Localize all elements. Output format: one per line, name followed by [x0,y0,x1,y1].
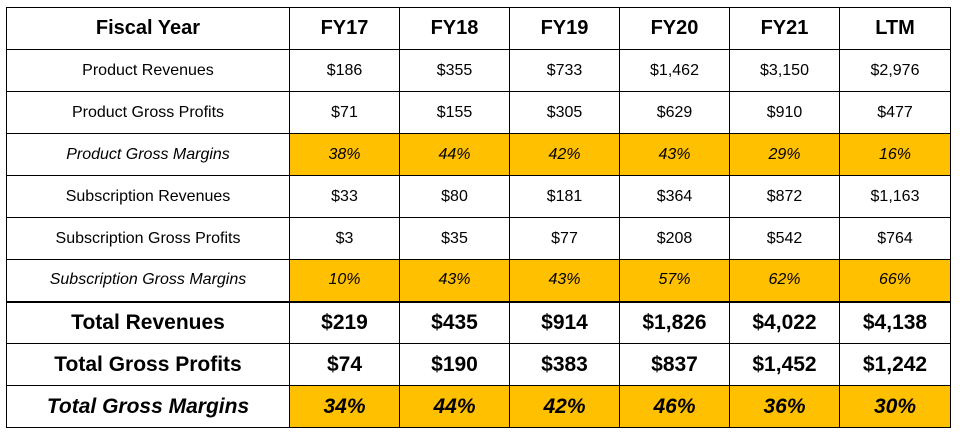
cell-value: $1,163 [839,175,951,218]
cell-highlight-value: 30% [839,385,951,428]
cell-highlight-value: 16% [839,133,951,176]
cell-value: $219 [289,300,400,344]
header-year-fy18: FY18 [399,7,510,50]
row-product-revenues: Product Revenues $186 $355 $733 $1,462 $… [6,49,951,92]
row-label: Product Gross Margins [6,133,290,176]
cell-value: $355 [399,49,510,92]
cell-value: $1,242 [839,343,951,386]
cell-value: $837 [619,343,730,386]
row-label: Total Gross Profits [6,343,290,386]
cell-value: $542 [729,217,840,260]
cell-highlight-value: 38% [289,133,400,176]
cell-value: $910 [729,91,840,134]
cell-value: $35 [399,217,510,260]
cell-highlight-value: 43% [619,133,730,176]
cell-highlight-value: 44% [399,385,510,428]
row-product-gross-margins: Product Gross Margins 38% 44% 42% 43% 29… [6,133,951,176]
cell-value: $733 [509,49,620,92]
cell-highlight-value: 57% [619,259,730,302]
cell-highlight-value: 34% [289,385,400,428]
cell-highlight-value: 43% [509,259,620,302]
row-product-gross-profits: Product Gross Profits $71 $155 $305 $629… [6,91,951,134]
header-row: Fiscal Year FY17 FY18 FY19 FY20 FY21 LTM [6,7,951,50]
header-year-fy19: FY19 [509,7,620,50]
cell-value: $435 [399,300,510,344]
cell-value: $181 [509,175,620,218]
cell-highlight-value: 46% [619,385,730,428]
header-year-fy17: FY17 [289,7,400,50]
cell-value: $80 [399,175,510,218]
cell-highlight-value: 42% [509,133,620,176]
cell-highlight-value: 42% [509,385,620,428]
cell-highlight-value: 10% [289,259,400,302]
cell-value: $77 [509,217,620,260]
cell-highlight-value: 29% [729,133,840,176]
cell-value: $4,022 [729,300,840,344]
header-year-fy21: FY21 [729,7,840,50]
row-total-gross-margins: Total Gross Margins 34% 44% 42% 46% 36% … [6,385,951,428]
cell-value: $190 [399,343,510,386]
cell-value: $71 [289,91,400,134]
cell-value: $1,452 [729,343,840,386]
cell-value: $74 [289,343,400,386]
cell-value: $872 [729,175,840,218]
cell-value: $33 [289,175,400,218]
row-label: Product Revenues [6,49,290,92]
cell-value: $1,462 [619,49,730,92]
cell-value: $629 [619,91,730,134]
cell-value: $1,826 [619,300,730,344]
cell-value: $155 [399,91,510,134]
cell-value: $383 [509,343,620,386]
row-label: Total Revenues [6,300,290,344]
cell-highlight-value: 43% [399,259,510,302]
cell-value: $186 [289,49,400,92]
row-subscription-revenues: Subscription Revenues $33 $80 $181 $364 … [6,175,951,218]
cell-value: $4,138 [839,300,951,344]
row-label: Total Gross Margins [6,385,290,428]
header-label-fiscal-year: Fiscal Year [6,7,290,50]
row-label: Subscription Gross Margins [6,259,290,302]
cell-value: $3,150 [729,49,840,92]
cell-highlight-value: 44% [399,133,510,176]
cell-value: $914 [509,300,620,344]
row-label: Product Gross Profits [6,91,290,134]
cell-value: $3 [289,217,400,260]
cell-value: $477 [839,91,951,134]
cell-highlight-value: 36% [729,385,840,428]
row-total-revenues: Total Revenues $219 $435 $914 $1,826 $4,… [6,300,951,344]
row-label: Subscription Revenues [6,175,290,218]
row-total-gross-profits: Total Gross Profits $74 $190 $383 $837 $… [6,343,951,386]
financial-summary-table: Fiscal Year FY17 FY18 FY19 FY20 FY21 LTM… [6,7,951,428]
row-label: Subscription Gross Profits [6,217,290,260]
cell-highlight-value: 66% [839,259,951,302]
row-subscription-gross-margins: Subscription Gross Margins 10% 43% 43% 5… [6,259,951,302]
header-year-fy20: FY20 [619,7,730,50]
cell-value: $2,976 [839,49,951,92]
row-subscription-gross-profits: Subscription Gross Profits $3 $35 $77 $2… [6,217,951,260]
cell-value: $364 [619,175,730,218]
header-year-ltm: LTM [839,7,951,50]
cell-highlight-value: 62% [729,259,840,302]
cell-value: $305 [509,91,620,134]
cell-value: $764 [839,217,951,260]
cell-value: $208 [619,217,730,260]
